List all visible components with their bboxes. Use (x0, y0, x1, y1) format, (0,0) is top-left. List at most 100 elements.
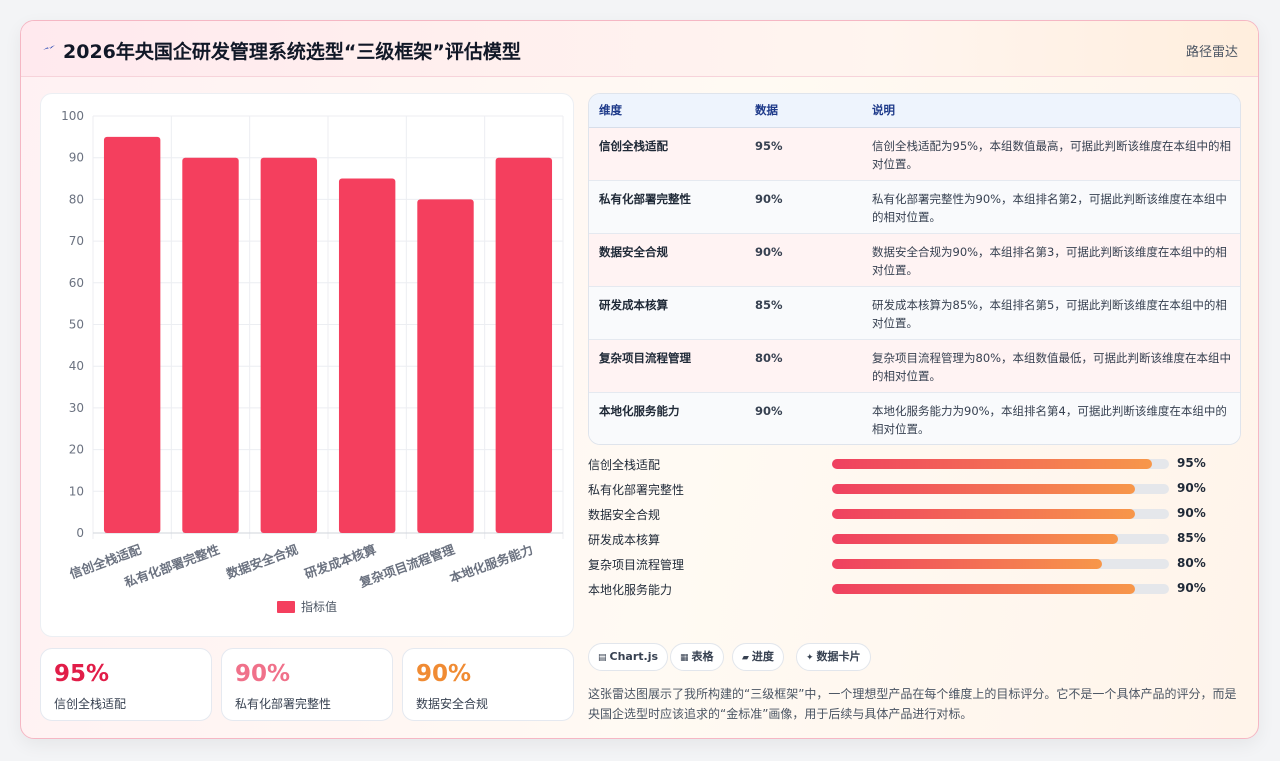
progress-fill (832, 534, 1119, 544)
y-tick-label: 80 (69, 192, 84, 206)
tag-label: 数据卡片 (816, 650, 861, 663)
progress-track (832, 459, 1169, 469)
legend-label: 指标值 (301, 599, 337, 614)
progress-row: 复杂项目流程管理 80% (588, 555, 1241, 573)
route-radar-link[interactable]: 路径雷达 (1185, 45, 1238, 60)
progress-row: 本地化服务能力 90% (588, 580, 1241, 598)
y-tick-label: 20 (69, 443, 84, 457)
progress-track (832, 584, 1169, 594)
progress-fill (832, 559, 1102, 569)
x-tick-label: 数据安全合规 (223, 542, 300, 582)
progress-value: 90% (1177, 481, 1206, 495)
table-row: 信创全栈适配 95% 信创全栈适配为95%，本组数值最高，可据此判断该维度在本组… (589, 127, 1240, 181)
progress-fill (832, 484, 1136, 494)
header: 2026年央国企研发管理系统选型“三级框架”评估模型 路径雷达 (21, 21, 1258, 77)
progress-label: 研发成本核算 (588, 533, 661, 547)
y-tick-label: 10 (69, 484, 84, 498)
page-title: 2026年央国企研发管理系统选型“三级框架”评估模型 (63, 41, 521, 63)
progress-label: 私有化部署完整性 (588, 483, 685, 497)
tag-progress[interactable]: ▰ 进度 (732, 643, 784, 671)
kpi-value: 95% (54, 661, 110, 687)
tag-label: 进度 (751, 650, 774, 663)
table-row: 私有化部署完整性 90% 私有化部署完整性为90%，本组排名第2，可据此判断该维… (589, 180, 1240, 234)
cell-value: 90% (745, 180, 862, 234)
cell-dimension: 私有化部署完整性 (589, 180, 745, 234)
progress-track (832, 534, 1169, 544)
table-row: 本地化服务能力 90% 本地化服务能力为90%，本组排名第4，可据此判断该维度在… (589, 392, 1240, 444)
progress-row: 私有化部署完整性 90% (588, 480, 1241, 498)
bar (495, 157, 553, 533)
cell-note: 私有化部署完整性为90%，本组排名第2，可据此判断该维度在本组中的相对位置。 (862, 180, 1240, 234)
sparkle-icon: ✦ (806, 653, 814, 663)
y-tick-label: 60 (69, 276, 84, 290)
progress-value: 90% (1177, 581, 1206, 595)
table-row: 研发成本核算 85% 研发成本核算为85%，本组排名第5，可据此判断该维度在本组… (589, 286, 1240, 340)
kpi-label: 信创全栈适配 (54, 697, 127, 711)
progress-label: 复杂项目流程管理 (588, 558, 685, 572)
legend-swatch (277, 601, 295, 613)
y-tick-label: 40 (69, 359, 84, 373)
bar (182, 157, 239, 533)
progress-value: 90% (1177, 506, 1206, 520)
data-table: 维度 数据 说明 信创全栈适配 95% 信创全栈适配为95%，本组数值最高，可据… (588, 93, 1241, 445)
progress-fill (832, 509, 1136, 519)
y-tick-label: 0 (76, 526, 84, 540)
table-row: 复杂项目流程管理 80% 复杂项目流程管理为80%，本组数值最低，可据此判断该维… (589, 339, 1240, 393)
bar (103, 136, 161, 533)
y-tick-label: 100 (61, 109, 84, 123)
y-tick-label: 90 (69, 151, 84, 165)
cell-value: 90% (745, 233, 862, 287)
kpi-label: 私有化部署完整性 (235, 697, 332, 711)
cell-note: 信创全栈适配为95%，本组数值最高，可据此判断该维度在本组中的相对位置。 (862, 127, 1240, 181)
table-icon: ▦ (680, 653, 689, 663)
cell-value: 80% (745, 339, 862, 393)
tag-chartjs[interactable]: ▤ Chart.js (588, 643, 669, 671)
progress-track (832, 484, 1169, 494)
progress-row: 数据安全合规 90% (588, 505, 1241, 523)
bar (260, 157, 318, 533)
progress-label: 数据安全合规 (588, 508, 661, 522)
progress-label: 信创全栈适配 (588, 458, 661, 472)
tag-table[interactable]: ▦ 表格 (670, 643, 724, 671)
progress-row: 信创全栈适配 95% (588, 455, 1241, 473)
y-tick-label: 30 (69, 401, 84, 415)
cell-note: 数据安全合规为90%，本组排名第3，可据此判断该维度在本组中的相对位置。 (862, 233, 1240, 287)
cell-dimension: 信创全栈适配 (589, 127, 745, 181)
kpi-value: 90% (235, 661, 291, 687)
cell-dimension: 本地化服务能力 (589, 392, 745, 444)
progress-track (832, 559, 1169, 569)
progress-fill (832, 459, 1153, 469)
y-tick-label: 50 (69, 318, 84, 332)
cell-dimension: 研发成本核算 (589, 286, 745, 340)
column-header: 数据 (745, 94, 862, 128)
kpi-card: 90% 私有化部署完整性 (221, 648, 393, 721)
tag-label: 表格 (691, 650, 714, 663)
progress-value: 95% (1177, 456, 1206, 470)
progress-value: 80% (1177, 556, 1206, 570)
lightning-icon (43, 45, 55, 50)
table-row: 数据安全合规 90% 数据安全合规为90%，本组排名第3，可据此判断该维度在本组… (589, 233, 1240, 287)
description-text: 这张雷达图展示了我所构建的“三级框架”中，一个理想型产品在每个维度上的目标评分。… (588, 687, 1237, 721)
kpi-card: 95% 信创全栈适配 (40, 648, 212, 721)
progress-value: 85% (1177, 531, 1206, 545)
kpi-card: 90% 数据安全合规 (402, 648, 574, 721)
table-header-row: 维度 数据 说明 (589, 94, 1240, 128)
column-header: 说明 (862, 94, 1240, 128)
progress-fill (832, 584, 1136, 594)
cell-value: 90% (745, 392, 862, 444)
tag-data-card[interactable]: ✦ 数据卡片 (796, 643, 871, 671)
dashboard-card: 2026年央国企研发管理系统选型“三级框架”评估模型 路径雷达 0 10 20 30 4… (20, 20, 1259, 739)
progress-track (832, 509, 1169, 519)
progress-label: 本地化服务能力 (588, 583, 673, 597)
cell-value: 85% (745, 286, 862, 340)
cell-dimension: 复杂项目流程管理 (589, 339, 745, 393)
tag-label: Chart.js (609, 650, 659, 663)
progress-icon: ▰ (742, 653, 749, 663)
y-tick-label: 70 (69, 234, 84, 248)
bar-chart-panel: 0 10 20 30 40 50 60 70 80 90 100 信创全栈适配 私有化部署完整性 数据安全… (40, 93, 574, 637)
bar (338, 178, 396, 534)
cell-note: 本地化服务能力为90%，本组排名第4，可据此判断该维度在本组中的相对位置。 (862, 392, 1240, 444)
cell-note: 复杂项目流程管理为80%，本组数值最低，可据此判断该维度在本组中的相对位置。 (862, 339, 1240, 393)
chart-icon: ▤ (598, 653, 607, 663)
